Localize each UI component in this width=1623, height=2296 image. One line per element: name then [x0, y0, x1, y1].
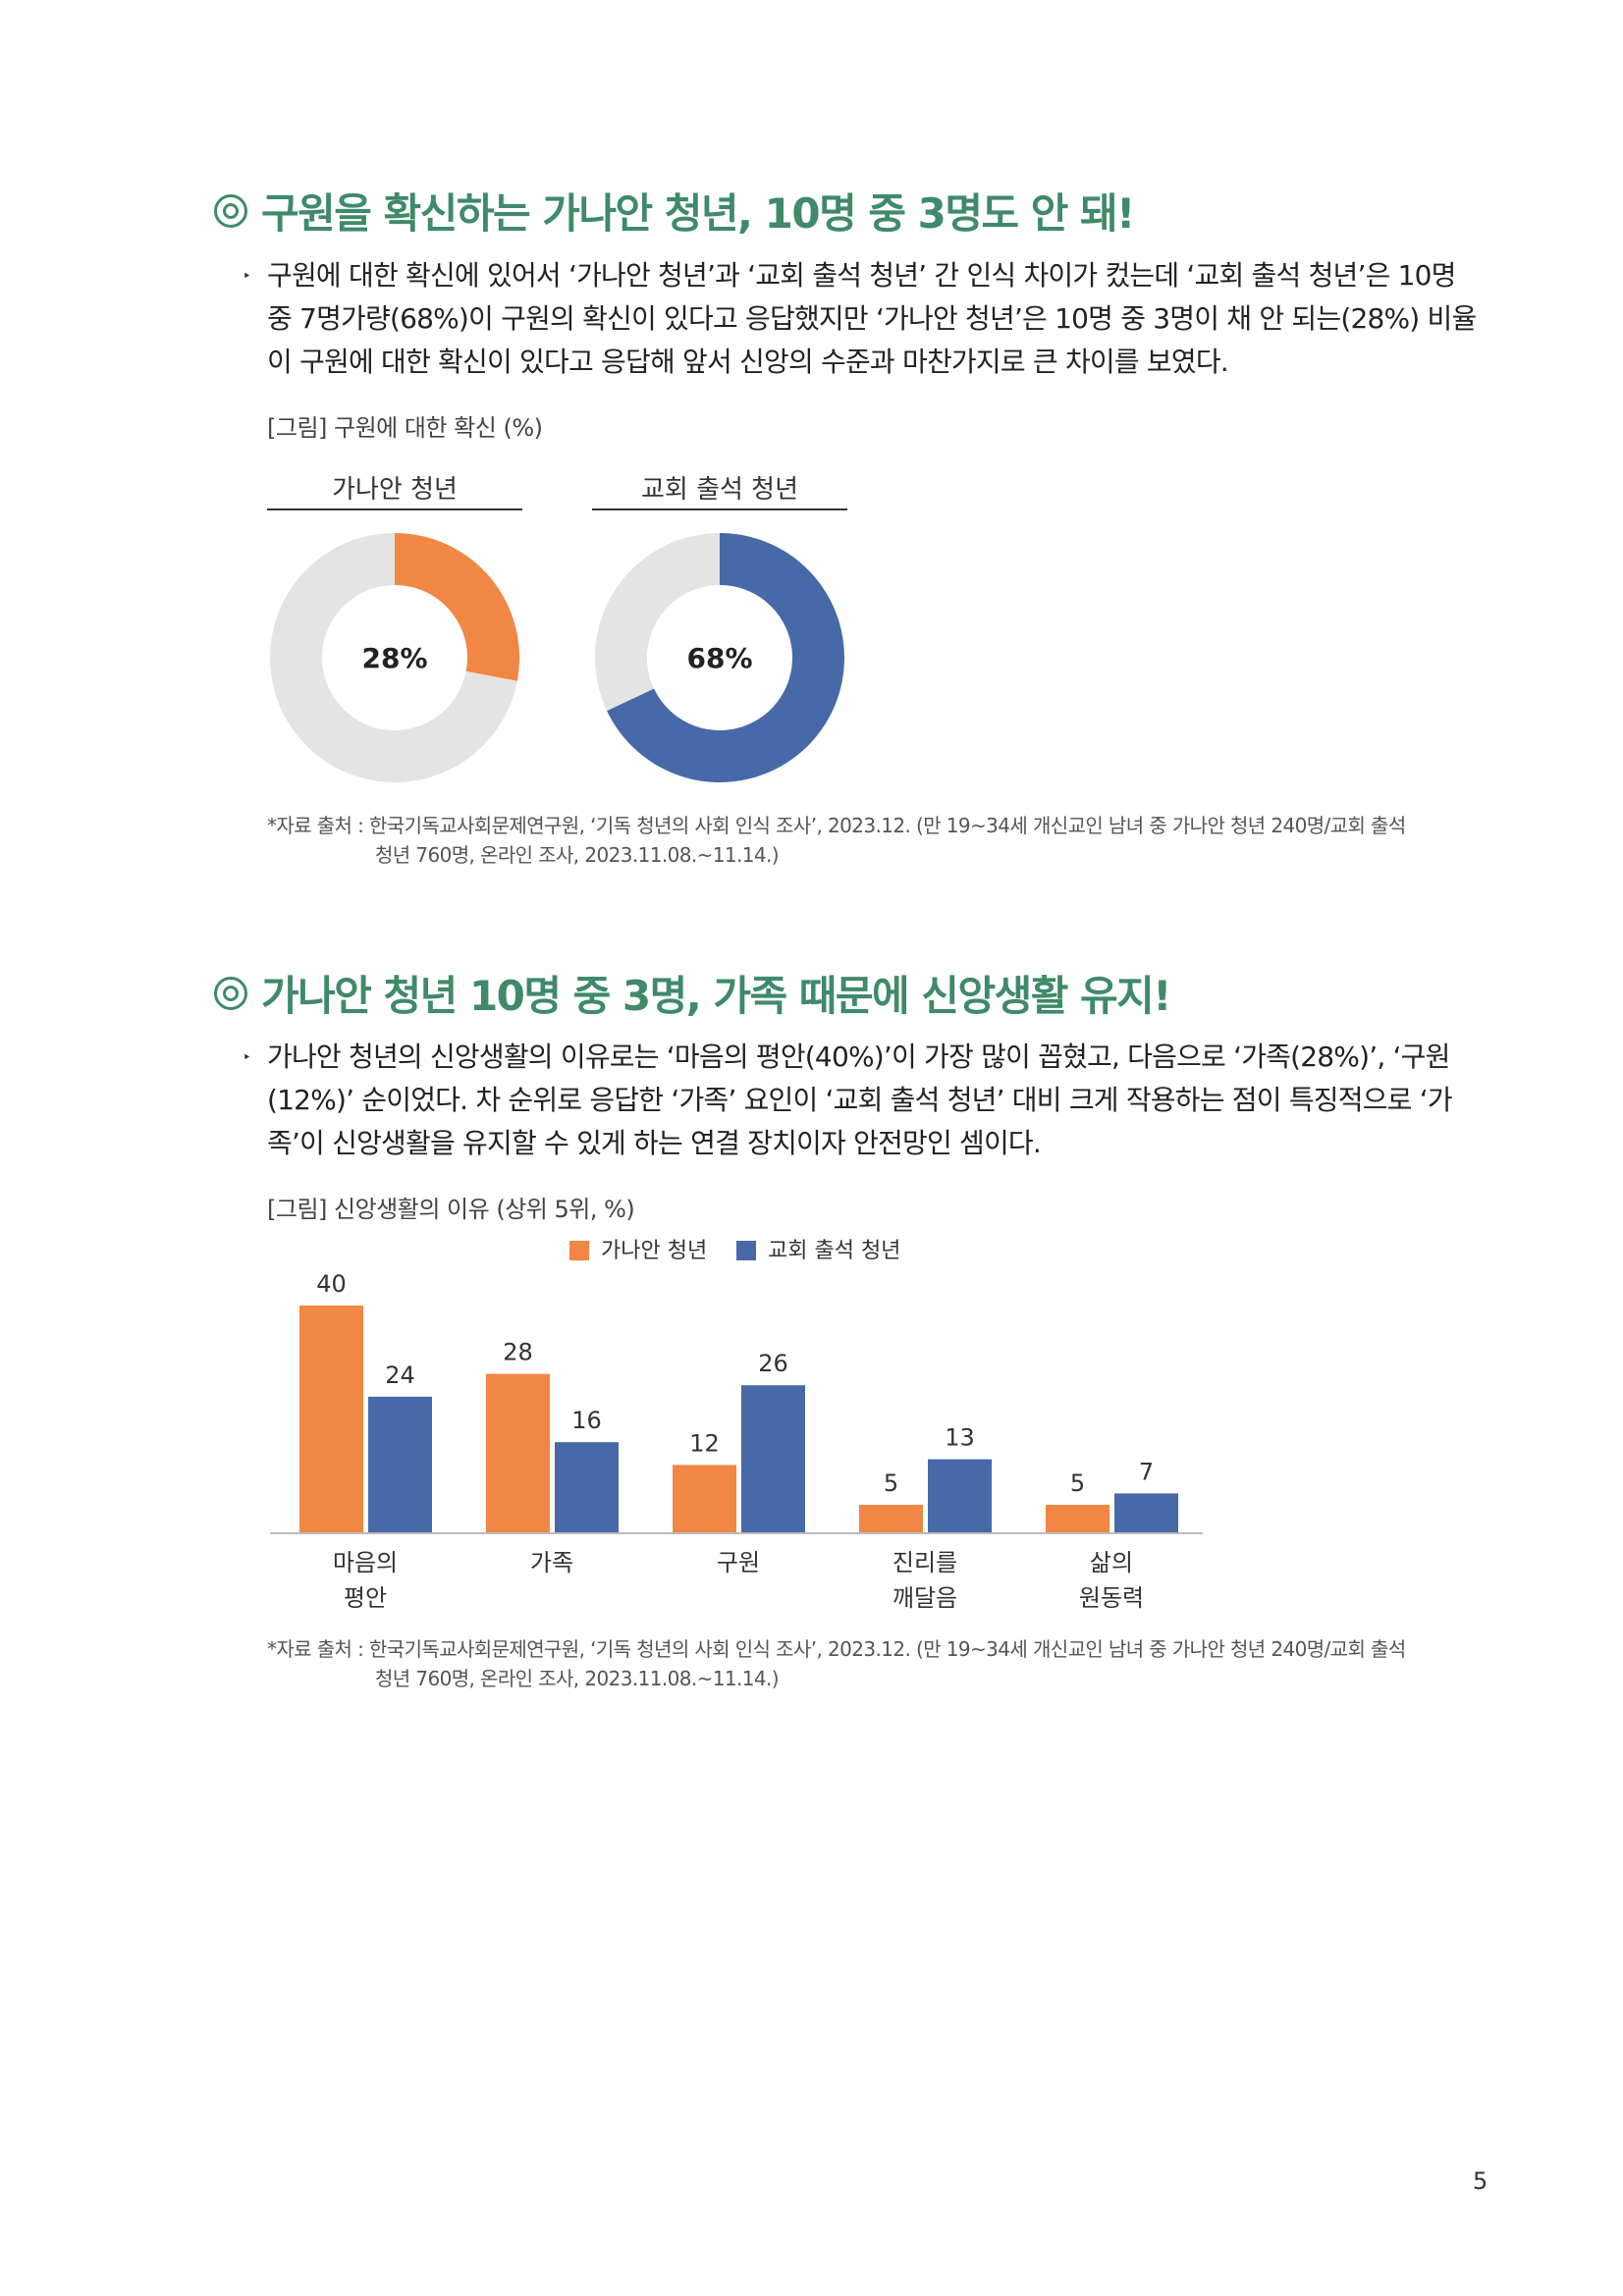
bar-value-label-0-4: 5	[1070, 1469, 1085, 1497]
bar-0-0	[299, 1306, 363, 1533]
figure2-caption: [그림] 신앙생활의 이유 (상위 5위, %)	[267, 1196, 635, 1223]
source-line-1: *자료 출처 : 한국기독교사회문제연구원, ‘기독 청년의 사회 인식 조사’…	[267, 1637, 1406, 1661]
bar-value-label-0-0: 40	[316, 1270, 347, 1298]
source-line-2: 청년 760명, 온라인 조사, 2023.11.08.~11.14.)	[375, 1667, 780, 1690]
legend-swatch-1	[736, 1241, 756, 1260]
section1-title-row: 구원을 확신하는 가나안 청년, 10명 중 3명도 안 돼!	[214, 181, 1135, 240]
category-label-4-0: 삶의	[1090, 1549, 1133, 1576]
bar-value-label-1-4: 7	[1139, 1458, 1154, 1485]
bar-1-0	[368, 1396, 432, 1533]
bar-1-2	[741, 1385, 805, 1533]
page-number: 5	[1473, 2167, 1488, 2195]
donut1-value-slice	[395, 533, 519, 681]
bullet-icon: ‣	[243, 267, 251, 285]
donut1-title: 가나안 청년	[332, 475, 458, 505]
bar-0-1	[486, 1373, 550, 1533]
donut2-value-slice	[607, 533, 844, 782]
category-label-2-0: 구원	[717, 1549, 760, 1576]
bar-value-label-0-1: 28	[503, 1339, 533, 1366]
donut2-title: 교회 출석 청년	[640, 475, 799, 505]
donut2-remainder-slice	[595, 533, 720, 712]
donut1-title-rule	[267, 508, 522, 510]
donut2-title-rule	[592, 508, 847, 510]
section1-paragraph: 구원에 대한 확신에 있어서 ‘가나안 청년’과 ‘교회 출석 청년’ 간 인식…	[267, 259, 1477, 378]
category-label-1-0: 가족	[530, 1549, 573, 1576]
double-circle-icon	[214, 976, 247, 1010]
bar-0-4	[1046, 1505, 1109, 1533]
bar-1-4	[1114, 1493, 1178, 1533]
bullet-icon: ‣	[243, 1048, 251, 1066]
bar-value-label-0-2: 12	[689, 1429, 720, 1457]
figure2-source: *자료 출처 : 한국기독교사회문제연구원, ‘기독 청년의 사회 인식 조사’…	[267, 1634, 1504, 1693]
source-line-1: *자료 출처 : 한국기독교사회문제연구원, ‘기독 청년의 사회 인식 조사’…	[267, 814, 1406, 837]
legend-label-1: 교회 출석 청년	[768, 1239, 900, 1263]
section2-title-row: 가나안 청년 10명 중 3명, 가족 때문에 신앙생활 유지!	[214, 963, 1171, 1023]
section1-title: 구원을 확신하는 가나안 청년, 10명 중 3명도 안 돼!	[261, 189, 1135, 238]
double-circle-icon	[214, 193, 247, 228]
donut2-center-label: 68%	[686, 642, 752, 674]
bar-1-1	[555, 1442, 619, 1533]
legend-swatch-0	[569, 1241, 589, 1260]
donut1-center-label: 28%	[361, 642, 427, 674]
bar-value-label-1-1: 16	[571, 1407, 602, 1434]
source-line-2: 청년 760명, 온라인 조사, 2023.11.08.~11.14.)	[375, 843, 780, 867]
figure1-caption: [그림] 구원에 대한 확신 (%)	[267, 414, 543, 442]
legend-label-0: 가나안 청년	[601, 1239, 707, 1263]
donut-chart-gananan: 28%	[270, 533, 519, 782]
donut1-remainder-slice	[270, 533, 517, 782]
bar-value-label-1-0: 24	[385, 1362, 415, 1389]
category-label-3-1: 깨달음	[893, 1584, 957, 1612]
section2-paragraph: 가나안 청년의 신앙생활의 이유로는 ‘마음의 평안(40%)’이 가장 많이 …	[267, 1041, 1453, 1159]
bar-value-label-1-3: 13	[945, 1424, 975, 1452]
donut-chart-church: 68%	[595, 533, 844, 782]
bar-1-3	[928, 1459, 992, 1533]
bar-0-2	[673, 1465, 736, 1533]
category-label-4-1: 원동력	[1079, 1584, 1144, 1612]
bar-value-label-0-3: 5	[884, 1469, 898, 1497]
figure1-source: *자료 출처 : 한국기독교사회문제연구원, ‘기독 청년의 사회 인식 조사’…	[267, 811, 1504, 870]
category-label-0-0: 마음의	[333, 1549, 398, 1576]
category-label-3-0: 진리를	[893, 1549, 957, 1576]
section2-title: 가나안 청년 10명 중 3명, 가족 때문에 신앙생활 유지!	[261, 972, 1171, 1020]
category-label-0-1: 평안	[344, 1584, 387, 1612]
bar-value-label-1-2: 26	[758, 1350, 788, 1377]
bar-0-3	[859, 1505, 923, 1533]
